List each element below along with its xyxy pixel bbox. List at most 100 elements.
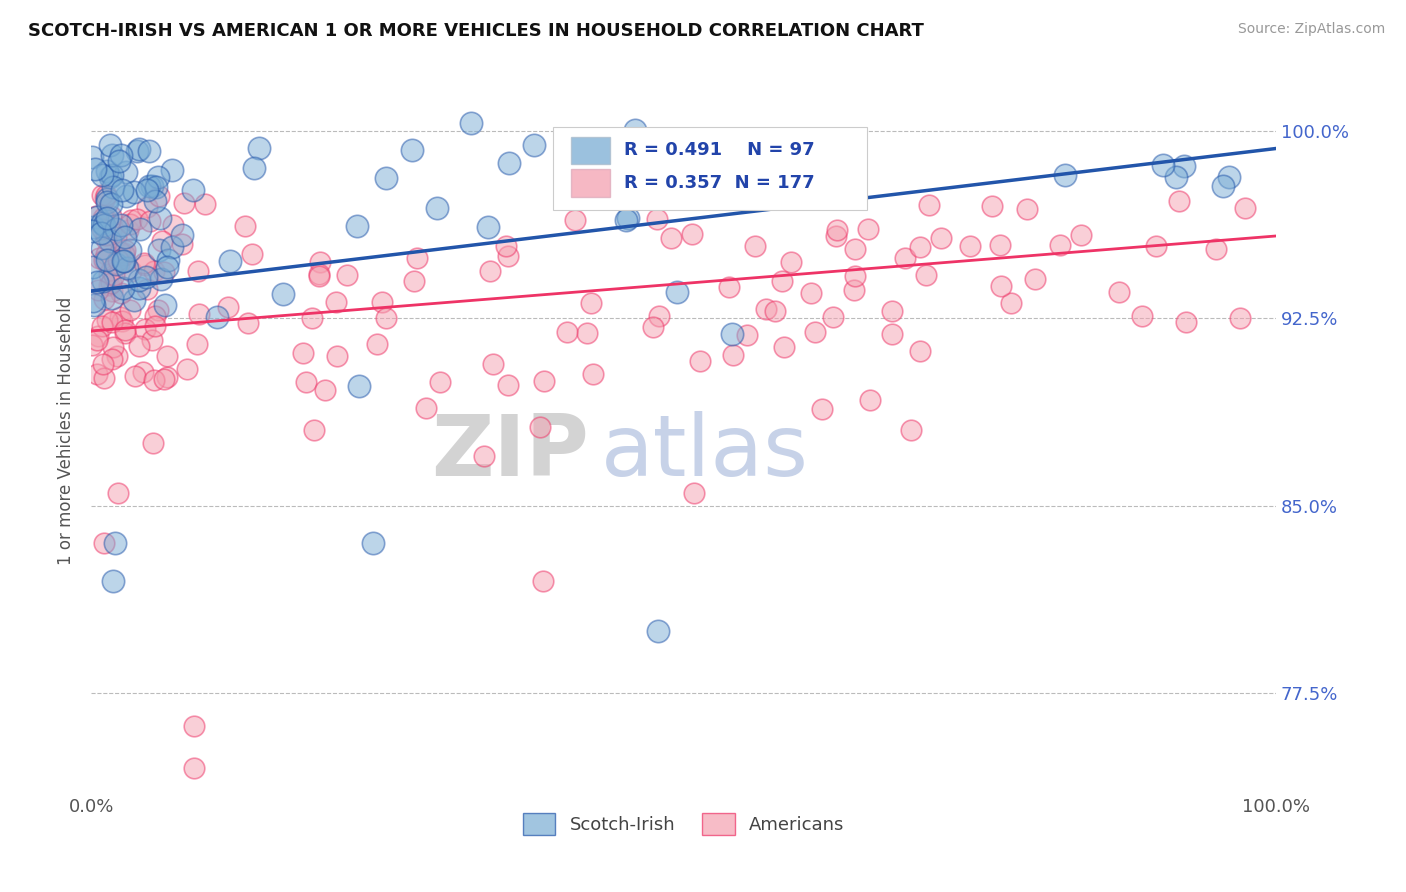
- Point: [643, 320, 665, 334]
- Point: [531, 574, 554, 588]
- Point: [614, 213, 637, 227]
- Point: [93, 211, 115, 226]
- Point: [187, 263, 209, 277]
- Point: [1205, 242, 1227, 256]
- Point: [181, 183, 204, 197]
- Point: [143, 318, 166, 333]
- Point: [1070, 227, 1092, 242]
- Point: [859, 392, 882, 407]
- Text: SCOTCH-IRISH VS AMERICAN 1 OR MORE VEHICLES IN HOUSEHOLD CORRELATION CHART: SCOTCH-IRISH VS AMERICAN 1 OR MORE VEHIC…: [28, 22, 924, 40]
- Point: [90, 221, 112, 235]
- Point: [173, 195, 195, 210]
- Point: [93, 371, 115, 385]
- Point: [91, 168, 114, 182]
- Text: R = 0.357  N = 177: R = 0.357 N = 177: [624, 174, 815, 192]
- Point: [160, 162, 183, 177]
- Point: [1166, 169, 1188, 184]
- Point: [107, 349, 129, 363]
- Point: [153, 265, 176, 279]
- Point: [90, 226, 112, 240]
- Point: [361, 536, 384, 550]
- Point: [478, 263, 501, 277]
- Point: [94, 232, 117, 246]
- Point: [1168, 194, 1191, 208]
- Point: [120, 244, 142, 258]
- Point: [645, 212, 668, 227]
- Point: [908, 240, 931, 254]
- Point: [183, 761, 205, 775]
- Point: [880, 304, 903, 318]
- Point: [346, 219, 368, 233]
- Point: [1174, 315, 1197, 329]
- Point: [240, 247, 263, 261]
- Point: [790, 186, 813, 201]
- Point: [100, 148, 122, 162]
- Point: [780, 255, 803, 269]
- Point: [110, 218, 132, 232]
- Point: [96, 195, 118, 210]
- Text: R = 0.491    N = 97: R = 0.491 N = 97: [624, 142, 815, 160]
- Point: [770, 274, 793, 288]
- Point: [104, 230, 127, 244]
- Point: [301, 311, 323, 326]
- Point: [145, 179, 167, 194]
- Point: [579, 296, 602, 310]
- Point: [170, 227, 193, 242]
- Point: [114, 323, 136, 337]
- Point: [143, 373, 166, 387]
- Point: [91, 274, 114, 288]
- Point: [990, 278, 1012, 293]
- Point: [108, 245, 131, 260]
- Point: [842, 283, 865, 297]
- Point: [93, 252, 115, 267]
- Point: [91, 187, 114, 202]
- Point: [460, 116, 482, 130]
- Point: [188, 307, 211, 321]
- Point: [86, 211, 108, 225]
- Point: [366, 336, 388, 351]
- Point: [773, 339, 796, 353]
- Point: [880, 327, 903, 342]
- Point: [1017, 202, 1039, 216]
- Point: [243, 161, 266, 175]
- Point: [114, 230, 136, 244]
- Point: [143, 310, 166, 324]
- Point: [156, 260, 179, 274]
- Point: [1229, 311, 1251, 326]
- Point: [98, 138, 121, 153]
- Point: [148, 211, 170, 226]
- Point: [170, 236, 193, 251]
- Point: [93, 218, 115, 232]
- Point: [429, 376, 451, 390]
- Point: [148, 170, 170, 185]
- Point: [128, 281, 150, 295]
- Point: [681, 227, 703, 241]
- Point: [689, 354, 711, 368]
- Point: [143, 194, 166, 209]
- Point: [115, 260, 138, 275]
- Point: [647, 309, 669, 323]
- Point: [205, 310, 228, 324]
- Point: [981, 199, 1004, 213]
- Point: [112, 246, 135, 260]
- Point: [1152, 157, 1174, 171]
- Point: [900, 423, 922, 437]
- Point: [914, 268, 936, 282]
- Point: [755, 301, 778, 316]
- Point: [666, 285, 689, 299]
- Point: [402, 274, 425, 288]
- Point: [148, 244, 170, 258]
- Point: [115, 189, 138, 203]
- Point: [86, 334, 108, 348]
- Point: [142, 436, 165, 450]
- Point: [908, 344, 931, 359]
- Point: [86, 367, 108, 381]
- Point: [148, 189, 170, 203]
- Point: [959, 238, 981, 252]
- Point: [100, 197, 122, 211]
- Point: [825, 228, 848, 243]
- Point: [162, 218, 184, 232]
- Point: [122, 293, 145, 307]
- Point: [647, 624, 669, 638]
- Point: [96, 163, 118, 178]
